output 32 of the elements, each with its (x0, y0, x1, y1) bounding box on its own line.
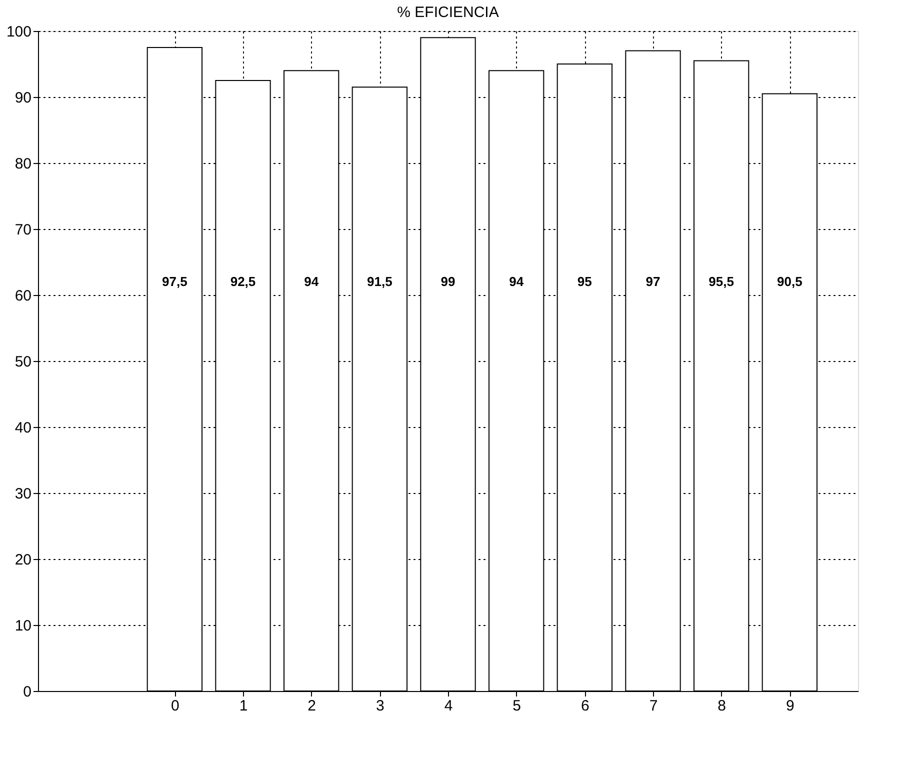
data-label: 90,5 (777, 274, 802, 289)
x-tick-label: 1 (239, 698, 248, 714)
y-tick-label: 90 (14, 90, 32, 106)
y-tick-label: 40 (14, 420, 32, 436)
y-tick-label: 10 (14, 618, 32, 634)
x-tick-label: 3 (376, 698, 384, 714)
x-tick-label: 7 (649, 698, 658, 714)
y-tick-label: 0 (23, 684, 32, 700)
chart-title: % EFICIENCIA (397, 4, 499, 21)
y-tick-label: 30 (14, 486, 32, 502)
data-label: 95 (577, 274, 592, 289)
x-tick-label: 6 (580, 698, 590, 714)
y-tick-label: 70 (14, 222, 32, 238)
x-tick-label: 9 (786, 698, 794, 714)
data-label: 97 (646, 274, 660, 289)
x-tick-label: 5 (512, 698, 522, 714)
data-label: 99 (440, 274, 456, 289)
data-label: 97,5 (162, 274, 188, 289)
y-tick-label: 20 (14, 552, 32, 568)
y-tick-label: 50 (14, 354, 32, 370)
x-tick-label: 4 (444, 698, 453, 714)
y-tick-label: 100 (6, 24, 32, 40)
x-tick-label: 2 (308, 698, 316, 714)
data-label: 92,5 (230, 274, 256, 289)
y-tick-label: 60 (14, 288, 32, 304)
x-tick-label: 8 (718, 698, 726, 714)
data-label: 95,5 (708, 274, 734, 289)
y-tick-label: 80 (14, 156, 32, 172)
data-label: 94 (304, 274, 320, 289)
x-tick-label: 0 (170, 698, 180, 714)
data-label: 94 (509, 274, 524, 289)
data-label: 91,5 (367, 274, 392, 289)
